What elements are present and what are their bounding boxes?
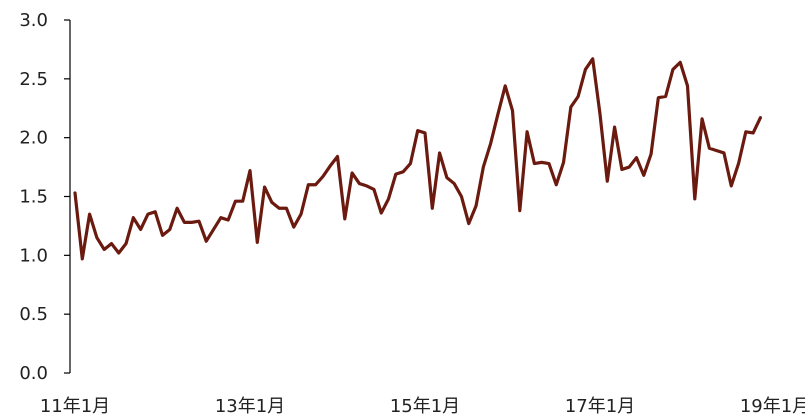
x-tick-label: 11年1月 (40, 396, 110, 416)
x-tick-label: 19年1月 (740, 396, 805, 416)
y-tick-label: 0.5 (19, 304, 48, 325)
y-tick-label: 0.0 (19, 363, 48, 384)
x-axis: 11年1月 13年1月 15年1月 17年1月 19年1月 (40, 396, 805, 416)
x-tick-label: 15年1月 (390, 396, 460, 416)
y-axis: 0.0 0.5 1.0 1.5 2.0 2.5 3.0 (19, 10, 71, 384)
y-tick-label: 1.5 (19, 187, 48, 208)
series-group (73, 57, 763, 261)
y-tick-label: 2.0 (19, 128, 48, 149)
y-tick-label: 2.5 (19, 69, 48, 90)
x-tick-label: 13年1月 (215, 396, 285, 416)
series-line-0 (73, 57, 763, 261)
y-tick-label: 3.0 (19, 10, 48, 31)
x-tick-label: 17年1月 (565, 396, 635, 416)
y-tick-label: 1.0 (19, 245, 48, 266)
